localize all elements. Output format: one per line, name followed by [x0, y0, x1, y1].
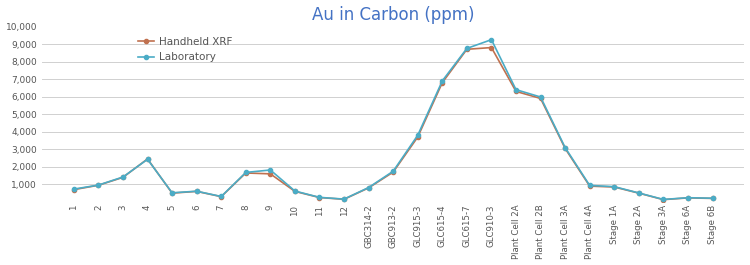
- Laboratory: [487, 38, 496, 41]
- Laboratory: [536, 95, 545, 99]
- Handheld XRF: [561, 147, 570, 150]
- Laboratory: [94, 183, 103, 187]
- Handheld XRF: [512, 90, 520, 93]
- Laboratory: [610, 185, 619, 188]
- Legend: Handheld XRF, Laboratory: Handheld XRF, Laboratory: [139, 37, 232, 62]
- Handheld XRF: [242, 171, 250, 175]
- Laboratory: [290, 189, 299, 193]
- Laboratory: [364, 186, 373, 189]
- Laboratory: [388, 170, 398, 173]
- Laboratory: [413, 134, 422, 137]
- Handheld XRF: [364, 186, 373, 189]
- Handheld XRF: [167, 192, 176, 195]
- Handheld XRF: [143, 157, 152, 161]
- Laboratory: [167, 191, 176, 195]
- Handheld XRF: [388, 170, 398, 174]
- Handheld XRF: [315, 196, 324, 199]
- Handheld XRF: [118, 176, 128, 179]
- Line: Handheld XRF: Handheld XRF: [72, 46, 715, 202]
- Handheld XRF: [536, 97, 545, 100]
- Title: Au in Carbon (ppm): Au in Carbon (ppm): [312, 6, 475, 24]
- Handheld XRF: [290, 190, 299, 193]
- Laboratory: [266, 168, 274, 171]
- Laboratory: [217, 195, 226, 198]
- Handheld XRF: [266, 172, 274, 175]
- Handheld XRF: [438, 81, 447, 84]
- Laboratory: [438, 79, 447, 82]
- Handheld XRF: [94, 184, 103, 187]
- Laboratory: [462, 47, 471, 50]
- Laboratory: [634, 191, 644, 195]
- Handheld XRF: [217, 195, 226, 198]
- Handheld XRF: [610, 186, 619, 189]
- Line: Laboratory: Laboratory: [72, 38, 715, 202]
- Handheld XRF: [413, 135, 422, 139]
- Laboratory: [659, 198, 668, 201]
- Handheld XRF: [487, 46, 496, 49]
- Laboratory: [340, 197, 349, 201]
- Handheld XRF: [659, 198, 668, 201]
- Handheld XRF: [634, 192, 644, 195]
- Handheld XRF: [683, 196, 692, 200]
- Laboratory: [192, 190, 201, 193]
- Laboratory: [143, 158, 152, 161]
- Handheld XRF: [585, 184, 594, 188]
- Handheld XRF: [192, 190, 201, 193]
- Laboratory: [512, 88, 520, 91]
- Handheld XRF: [708, 197, 717, 200]
- Handheld XRF: [69, 188, 78, 191]
- Laboratory: [242, 171, 250, 174]
- Laboratory: [708, 197, 717, 200]
- Laboratory: [561, 146, 570, 149]
- Laboratory: [585, 184, 594, 187]
- Laboratory: [118, 175, 128, 179]
- Laboratory: [69, 188, 78, 191]
- Laboratory: [683, 196, 692, 199]
- Handheld XRF: [340, 198, 349, 201]
- Handheld XRF: [462, 48, 471, 51]
- Laboratory: [315, 196, 324, 199]
